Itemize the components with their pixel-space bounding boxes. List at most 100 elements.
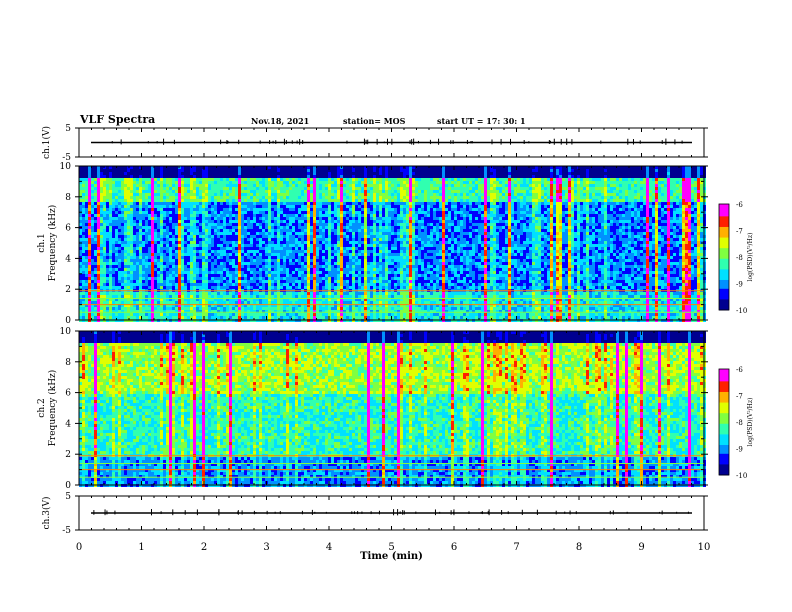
spectrogram-cell xyxy=(436,211,439,214)
spectrogram-cell xyxy=(550,214,553,217)
spectrogram-cell xyxy=(325,205,328,208)
spectrogram-cell xyxy=(376,235,379,238)
spectrogram-cell xyxy=(145,196,148,199)
spectrogram-cell xyxy=(577,229,580,232)
spectrogram-cell xyxy=(388,184,391,187)
spectrogram-cell xyxy=(484,211,487,214)
spectrogram-cell xyxy=(124,208,127,211)
spectrogram-cell xyxy=(442,181,445,184)
spectrogram-cell xyxy=(394,205,397,208)
spectrogram-cell xyxy=(538,205,541,208)
spectrogram-cell xyxy=(190,202,193,205)
spectrogram-cell xyxy=(508,187,511,190)
spectrogram-cell xyxy=(349,193,352,196)
spectrogram-cell xyxy=(106,235,109,238)
spectrogram-cell xyxy=(472,232,475,235)
spectrogram-cell xyxy=(127,211,130,214)
spectrogram-cell xyxy=(316,229,319,232)
spectrogram-cell xyxy=(574,184,577,187)
spectrogram-cell xyxy=(148,196,151,199)
spectrogram-cell xyxy=(103,223,106,226)
spectrogram-cell xyxy=(490,202,493,205)
spectrogram-cell xyxy=(283,190,286,193)
spectrogram-cell xyxy=(412,223,415,226)
spectrogram-cell xyxy=(208,217,211,220)
spectrogram-cell xyxy=(115,226,118,229)
spectrogram-cell xyxy=(409,226,412,229)
spectrogram-cell xyxy=(265,211,268,214)
spectrogram-cell xyxy=(547,205,550,208)
spectrogram-cell xyxy=(625,175,628,178)
spectrogram-cell xyxy=(274,226,277,229)
spectrogram-cell xyxy=(538,226,541,229)
spectrogram-cell xyxy=(163,184,166,187)
spectrogram-cell xyxy=(118,193,121,196)
spectrogram-cell xyxy=(484,181,487,184)
spectrogram-cell xyxy=(460,235,463,238)
spectrogram-cell xyxy=(469,235,472,238)
spectrogram-cell xyxy=(532,217,535,220)
spectrogram-cell xyxy=(208,214,211,217)
spectrogram-cell xyxy=(322,187,325,190)
spectrogram-cell xyxy=(85,214,88,217)
spectrogram-cell xyxy=(568,226,571,229)
spectrogram-cell xyxy=(340,235,343,238)
spectrogram-cell xyxy=(307,196,310,199)
spectrogram-cell xyxy=(283,181,286,184)
spectrogram-cell xyxy=(586,226,589,229)
spectrogram-cell xyxy=(700,190,703,193)
spectrogram-cell xyxy=(439,199,442,202)
spectrogram-cell xyxy=(274,184,277,187)
spectrogram-cell xyxy=(223,175,226,178)
spectrogram-cell xyxy=(94,190,97,193)
spectrogram-cell xyxy=(610,193,613,196)
spectrogram-cell xyxy=(493,196,496,199)
spectrogram-cell xyxy=(289,181,292,184)
spectrogram-cell xyxy=(310,187,313,190)
spectrogram-cell xyxy=(580,178,583,181)
spectrogram-cell xyxy=(103,232,106,235)
spectrogram-cell xyxy=(250,211,253,214)
spectrogram-cell xyxy=(430,196,433,199)
spectrogram-cell xyxy=(583,181,586,184)
spectrogram-cell xyxy=(241,193,244,196)
spectrogram-cell xyxy=(259,181,262,184)
spectrogram-cell xyxy=(217,217,220,220)
spectrogram-cell xyxy=(214,187,217,190)
spectrogram-cell xyxy=(490,205,493,208)
spectrogram-cell xyxy=(484,175,487,178)
spectrogram-cell xyxy=(316,226,319,229)
spectrogram-cell xyxy=(100,226,103,229)
spectrogram-cell xyxy=(586,232,589,235)
spectrogram-cell xyxy=(577,184,580,187)
spectrogram-cell xyxy=(103,172,106,175)
spectrogram-cell xyxy=(211,196,214,199)
spectrogram-cell xyxy=(382,208,385,211)
spectrogram-cell xyxy=(169,235,172,238)
spectrogram-cell xyxy=(373,181,376,184)
spectrogram-cell xyxy=(385,184,388,187)
spectrogram-cell xyxy=(391,211,394,214)
spectrogram-cell xyxy=(208,220,211,223)
spectrogram-cell xyxy=(298,175,301,178)
spectrogram-cell xyxy=(184,208,187,211)
spectrogram-cell xyxy=(691,184,694,187)
spectrogram-cell xyxy=(172,175,175,178)
spectrogram-cell xyxy=(382,169,385,172)
spectrogram-cell xyxy=(598,181,601,184)
spectrogram-cell xyxy=(583,178,586,181)
spectrogram-cell xyxy=(85,196,88,199)
spectrogram-cell xyxy=(532,190,535,193)
spectrogram-cell xyxy=(157,172,160,175)
spectrogram-cell xyxy=(235,178,238,181)
spectrogram-cell xyxy=(481,181,484,184)
spectrogram-cell xyxy=(292,178,295,181)
spectrogram-cell xyxy=(529,232,532,235)
spectrogram-cell xyxy=(568,193,571,196)
spectrogram-cell xyxy=(634,217,637,220)
spectrogram-cell xyxy=(451,178,454,181)
spectrogram-cell xyxy=(526,181,529,184)
spectrogram-cell xyxy=(589,193,592,196)
spectrogram-cell xyxy=(445,199,448,202)
spectrogram-cell xyxy=(106,193,109,196)
